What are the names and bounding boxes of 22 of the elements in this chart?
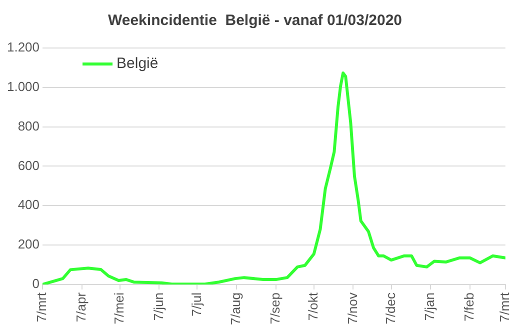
x-tick-label: 7/sep	[267, 292, 282, 324]
x-tick-label: 7/feb	[461, 292, 476, 322]
x-tick-label: 7/aug	[228, 292, 244, 326]
x-tick-label: 7/mrt	[496, 292, 512, 322]
chart-title: Weekincidentie België - vanaf 01/03/2020	[108, 12, 402, 30]
x-tick-label: 7/jul	[188, 292, 204, 316]
y-tick-label: 0	[32, 276, 40, 292]
x-tick-label: 7/apr	[73, 292, 88, 322]
y-tick-label: 400	[18, 197, 40, 212]
y-tick-label: 800	[18, 118, 40, 134]
x-tick-label: 7/mrt	[34, 292, 50, 322]
x-tick-label: 7/dec	[382, 292, 398, 324]
y-tick-label: 200	[18, 236, 40, 252]
y-tick-label: 600	[18, 158, 40, 173]
x-tick-label: 7/nov	[344, 292, 360, 324]
x-tick-label: 7/okt	[305, 292, 320, 321]
y-tick-label: 1.000	[6, 78, 40, 94]
x-tick-label: 7/jun	[150, 292, 166, 321]
x-tick-label: 7/mei	[111, 292, 126, 324]
y-tick-label: 1.200	[6, 40, 40, 55]
x-tick-label: 7/jan	[422, 292, 438, 321]
legend-label: België	[116, 55, 158, 72]
